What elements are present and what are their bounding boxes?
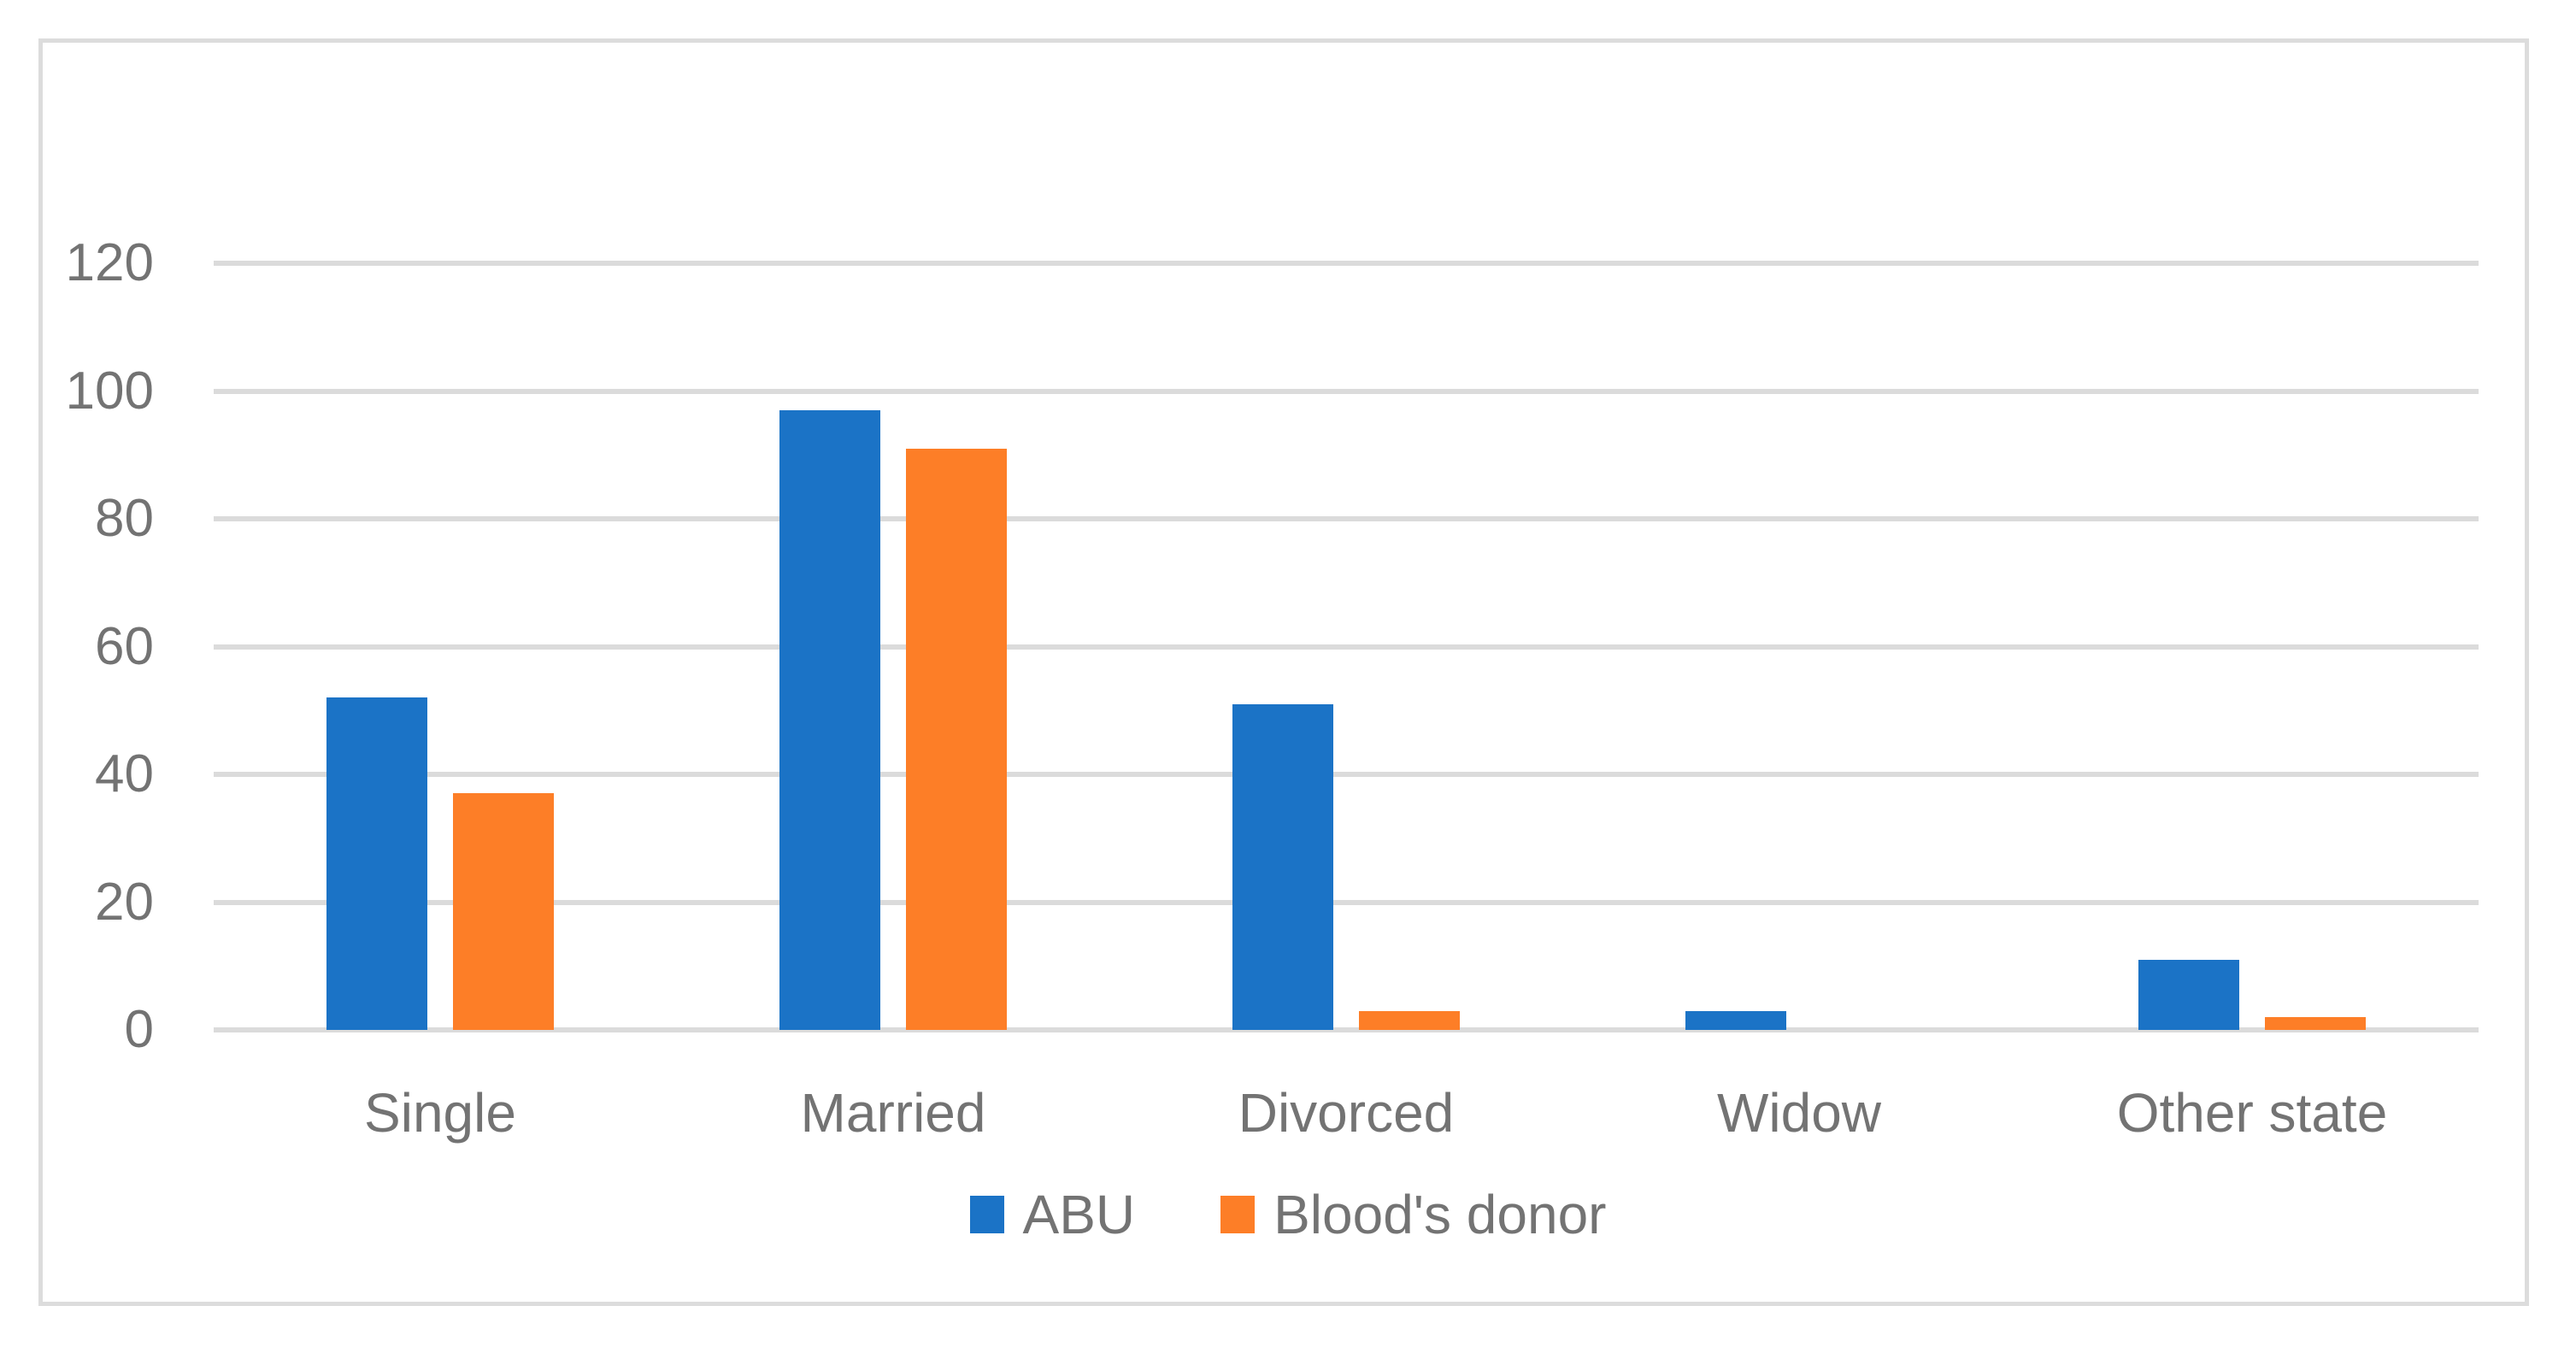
legend: ABU Blood's donor xyxy=(0,1184,2576,1245)
legend-label: Blood's donor xyxy=(1273,1184,1607,1245)
x-category-label-single: Single xyxy=(364,1082,516,1144)
y-tick-label-60: 60 xyxy=(95,616,154,676)
x-category-label-other-state: Other state xyxy=(2116,1082,2388,1144)
y-tick-label-100: 100 xyxy=(65,361,154,421)
y-tick-label-20: 20 xyxy=(95,872,154,932)
y-tick-label-40: 40 xyxy=(95,744,154,803)
gridline-y-40 xyxy=(214,772,2479,777)
bar-blood-s-donor-other-state xyxy=(2265,1017,2366,1030)
bar-abu-other-state xyxy=(2138,959,2239,1030)
bar-abu-single xyxy=(326,697,427,1030)
legend-swatch-icon xyxy=(969,1196,1004,1233)
gridline-y-100 xyxy=(214,388,2479,394)
bar-abu-widow xyxy=(1685,1010,1786,1030)
gridline-y-120 xyxy=(214,261,2479,266)
figure-border xyxy=(38,38,2529,1306)
gridline-y-80 xyxy=(214,516,2479,521)
gridline-y-60 xyxy=(214,644,2479,650)
y-tick-label-120: 120 xyxy=(65,233,154,292)
bar-abu-married xyxy=(779,409,880,1030)
legend-label: ABU xyxy=(1022,1184,1136,1245)
bar-abu-divorced xyxy=(1232,703,1333,1030)
legend-item-abu: ABU xyxy=(969,1184,1136,1245)
gridline-y-20 xyxy=(214,899,2479,905)
legend-item-blood-s-donor: Blood's donor xyxy=(1220,1184,1606,1245)
x-category-label-married: Married xyxy=(800,1082,986,1144)
y-tick-label-0: 0 xyxy=(124,1000,154,1059)
x-category-label-divorced: Divorced xyxy=(1238,1082,1455,1144)
bar-blood-s-donor-married xyxy=(906,448,1007,1030)
bar-blood-s-donor-single xyxy=(453,793,554,1030)
bar-blood-s-donor-divorced xyxy=(1359,1010,1460,1030)
y-tick-label-80: 80 xyxy=(95,489,154,548)
legend-swatch-icon xyxy=(1220,1196,1256,1233)
x-category-label-widow: Widow xyxy=(1716,1082,1882,1144)
gridline-y-0 xyxy=(214,1027,2479,1032)
